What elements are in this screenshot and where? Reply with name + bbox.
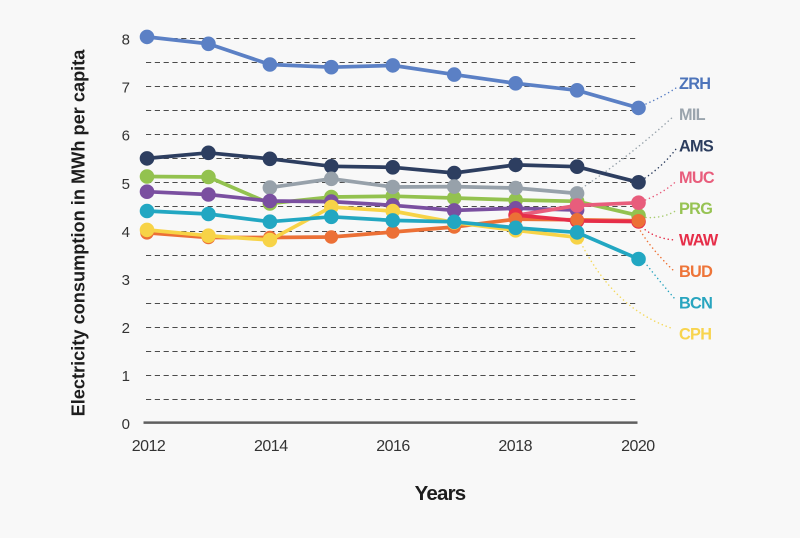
- svg-text:8: 8: [122, 32, 130, 49]
- svg-text:5: 5: [122, 176, 130, 193]
- svg-text:7: 7: [122, 80, 130, 97]
- svg-text:1: 1: [122, 368, 130, 385]
- svg-text:2020: 2020: [621, 438, 655, 455]
- svg-text:2: 2: [122, 320, 130, 337]
- svg-text:MIL: MIL: [679, 106, 706, 124]
- svg-text:3: 3: [122, 272, 130, 289]
- svg-text:PRG: PRG: [679, 200, 712, 218]
- svg-text:0: 0: [122, 416, 130, 433]
- svg-text:2012: 2012: [132, 438, 166, 455]
- svg-text:MUC: MUC: [679, 169, 715, 187]
- svg-text:ZRH: ZRH: [679, 75, 710, 93]
- svg-text:BCN: BCN: [679, 294, 712, 312]
- svg-text:Years: Years: [415, 482, 466, 505]
- svg-text:AMS: AMS: [679, 138, 714, 156]
- svg-text:4: 4: [122, 224, 130, 241]
- svg-text:BUD: BUD: [679, 263, 713, 281]
- svg-text:6: 6: [122, 128, 130, 145]
- svg-text:Electricity consumption in MWh: Electricity consumption in MWh per capit…: [69, 49, 89, 417]
- svg-text:2016: 2016: [376, 438, 410, 455]
- svg-text:2014: 2014: [254, 438, 288, 455]
- svg-text:CPH: CPH: [679, 326, 711, 344]
- svg-text:WAW: WAW: [679, 232, 719, 250]
- svg-text:2018: 2018: [498, 438, 532, 455]
